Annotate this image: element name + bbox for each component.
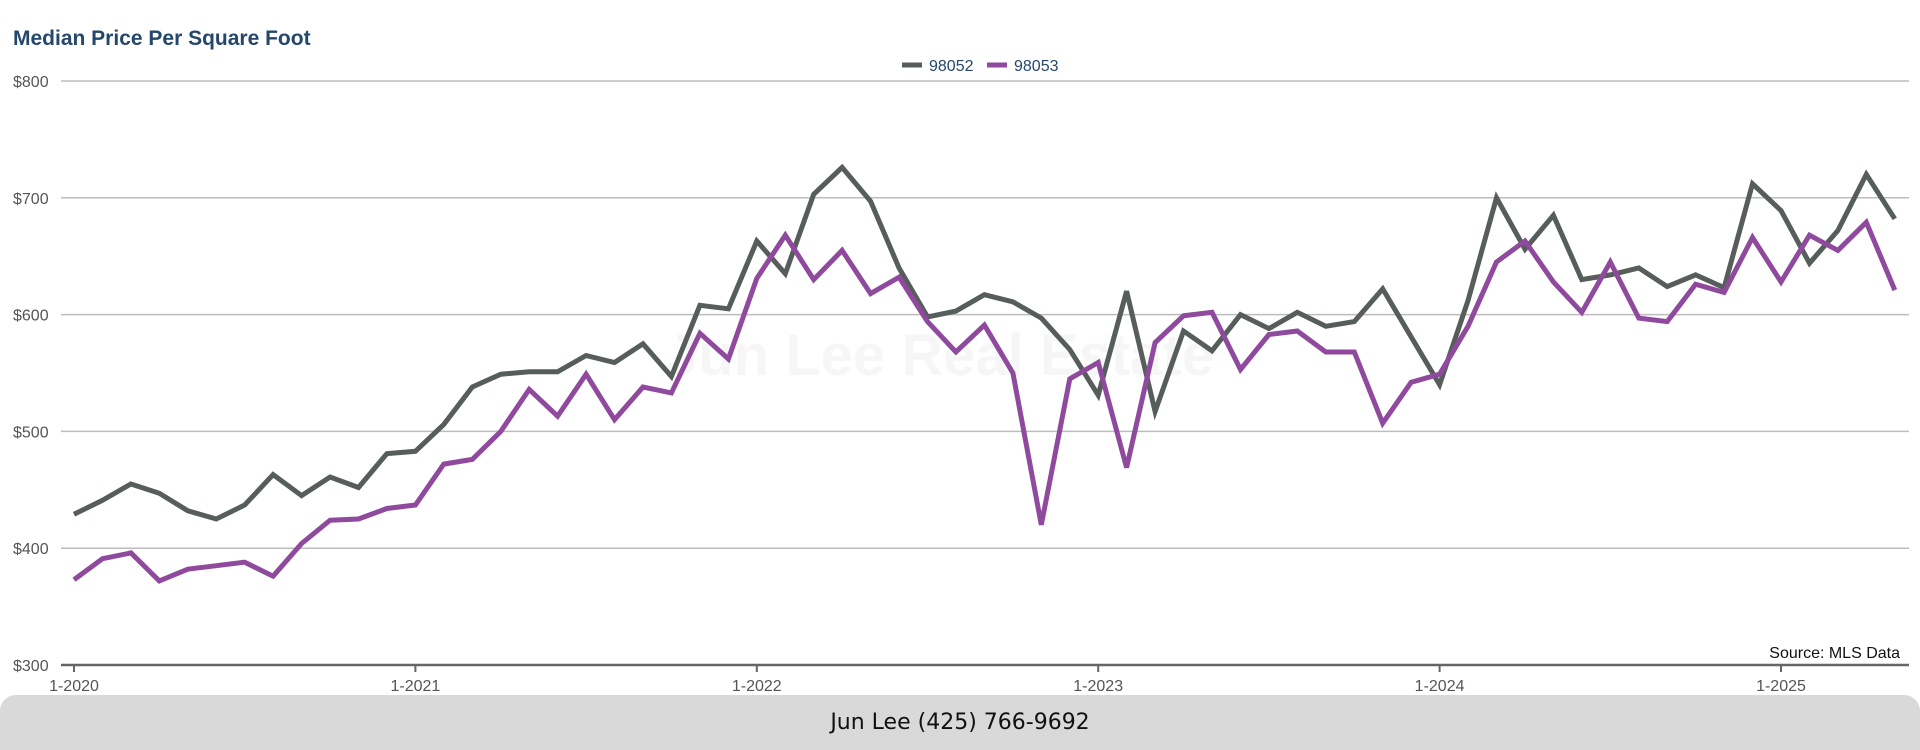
series-lines <box>72 163 1898 584</box>
series-line-98053[interactable] <box>72 217 1898 584</box>
x-tick-label: 1-2021 <box>390 678 440 695</box>
contact-text: Jun Lee (425) 766-9692 <box>830 710 1090 735</box>
legend-label-98052[interactable]: 98052 <box>929 58 974 75</box>
y-axis: $300 $400 $500 $600 $700 $800 <box>13 74 49 675</box>
x-tick-label: 1-2024 <box>1415 678 1465 695</box>
source-note: Source: MLS Data <box>1769 645 1900 662</box>
x-tick-label: 1-2023 <box>1073 678 1123 695</box>
x-tick-label: 1-2022 <box>732 678 782 695</box>
series-line-98052[interactable] <box>72 163 1897 522</box>
y-tick-label: $500 <box>13 424 49 441</box>
chart-title: Median Price Per Square Foot <box>13 27 311 50</box>
gridlines <box>61 80 1909 549</box>
legend: 98052 98053 <box>902 58 1059 75</box>
x-tick-label: 1-2025 <box>1756 678 1806 695</box>
y-tick-label: $300 <box>13 658 49 675</box>
y-tick-label: $400 <box>13 541 49 558</box>
contact-footer: Jun Lee (425) 766-9692 <box>0 695 1920 750</box>
x-axis: 1-2020 1-2021 1-2022 1-2023 1-2024 1-2025 <box>49 663 1909 695</box>
price-per-sqft-chart: Median Price Per Square Foot Jun Lee Rea… <box>13 27 1909 695</box>
x-tick-label: 1-2020 <box>49 678 99 695</box>
legend-label-98053[interactable]: 98053 <box>1014 58 1059 75</box>
y-tick-label: $700 <box>13 191 49 208</box>
y-tick-label: $600 <box>13 308 49 325</box>
y-tick-label: $800 <box>13 74 49 91</box>
